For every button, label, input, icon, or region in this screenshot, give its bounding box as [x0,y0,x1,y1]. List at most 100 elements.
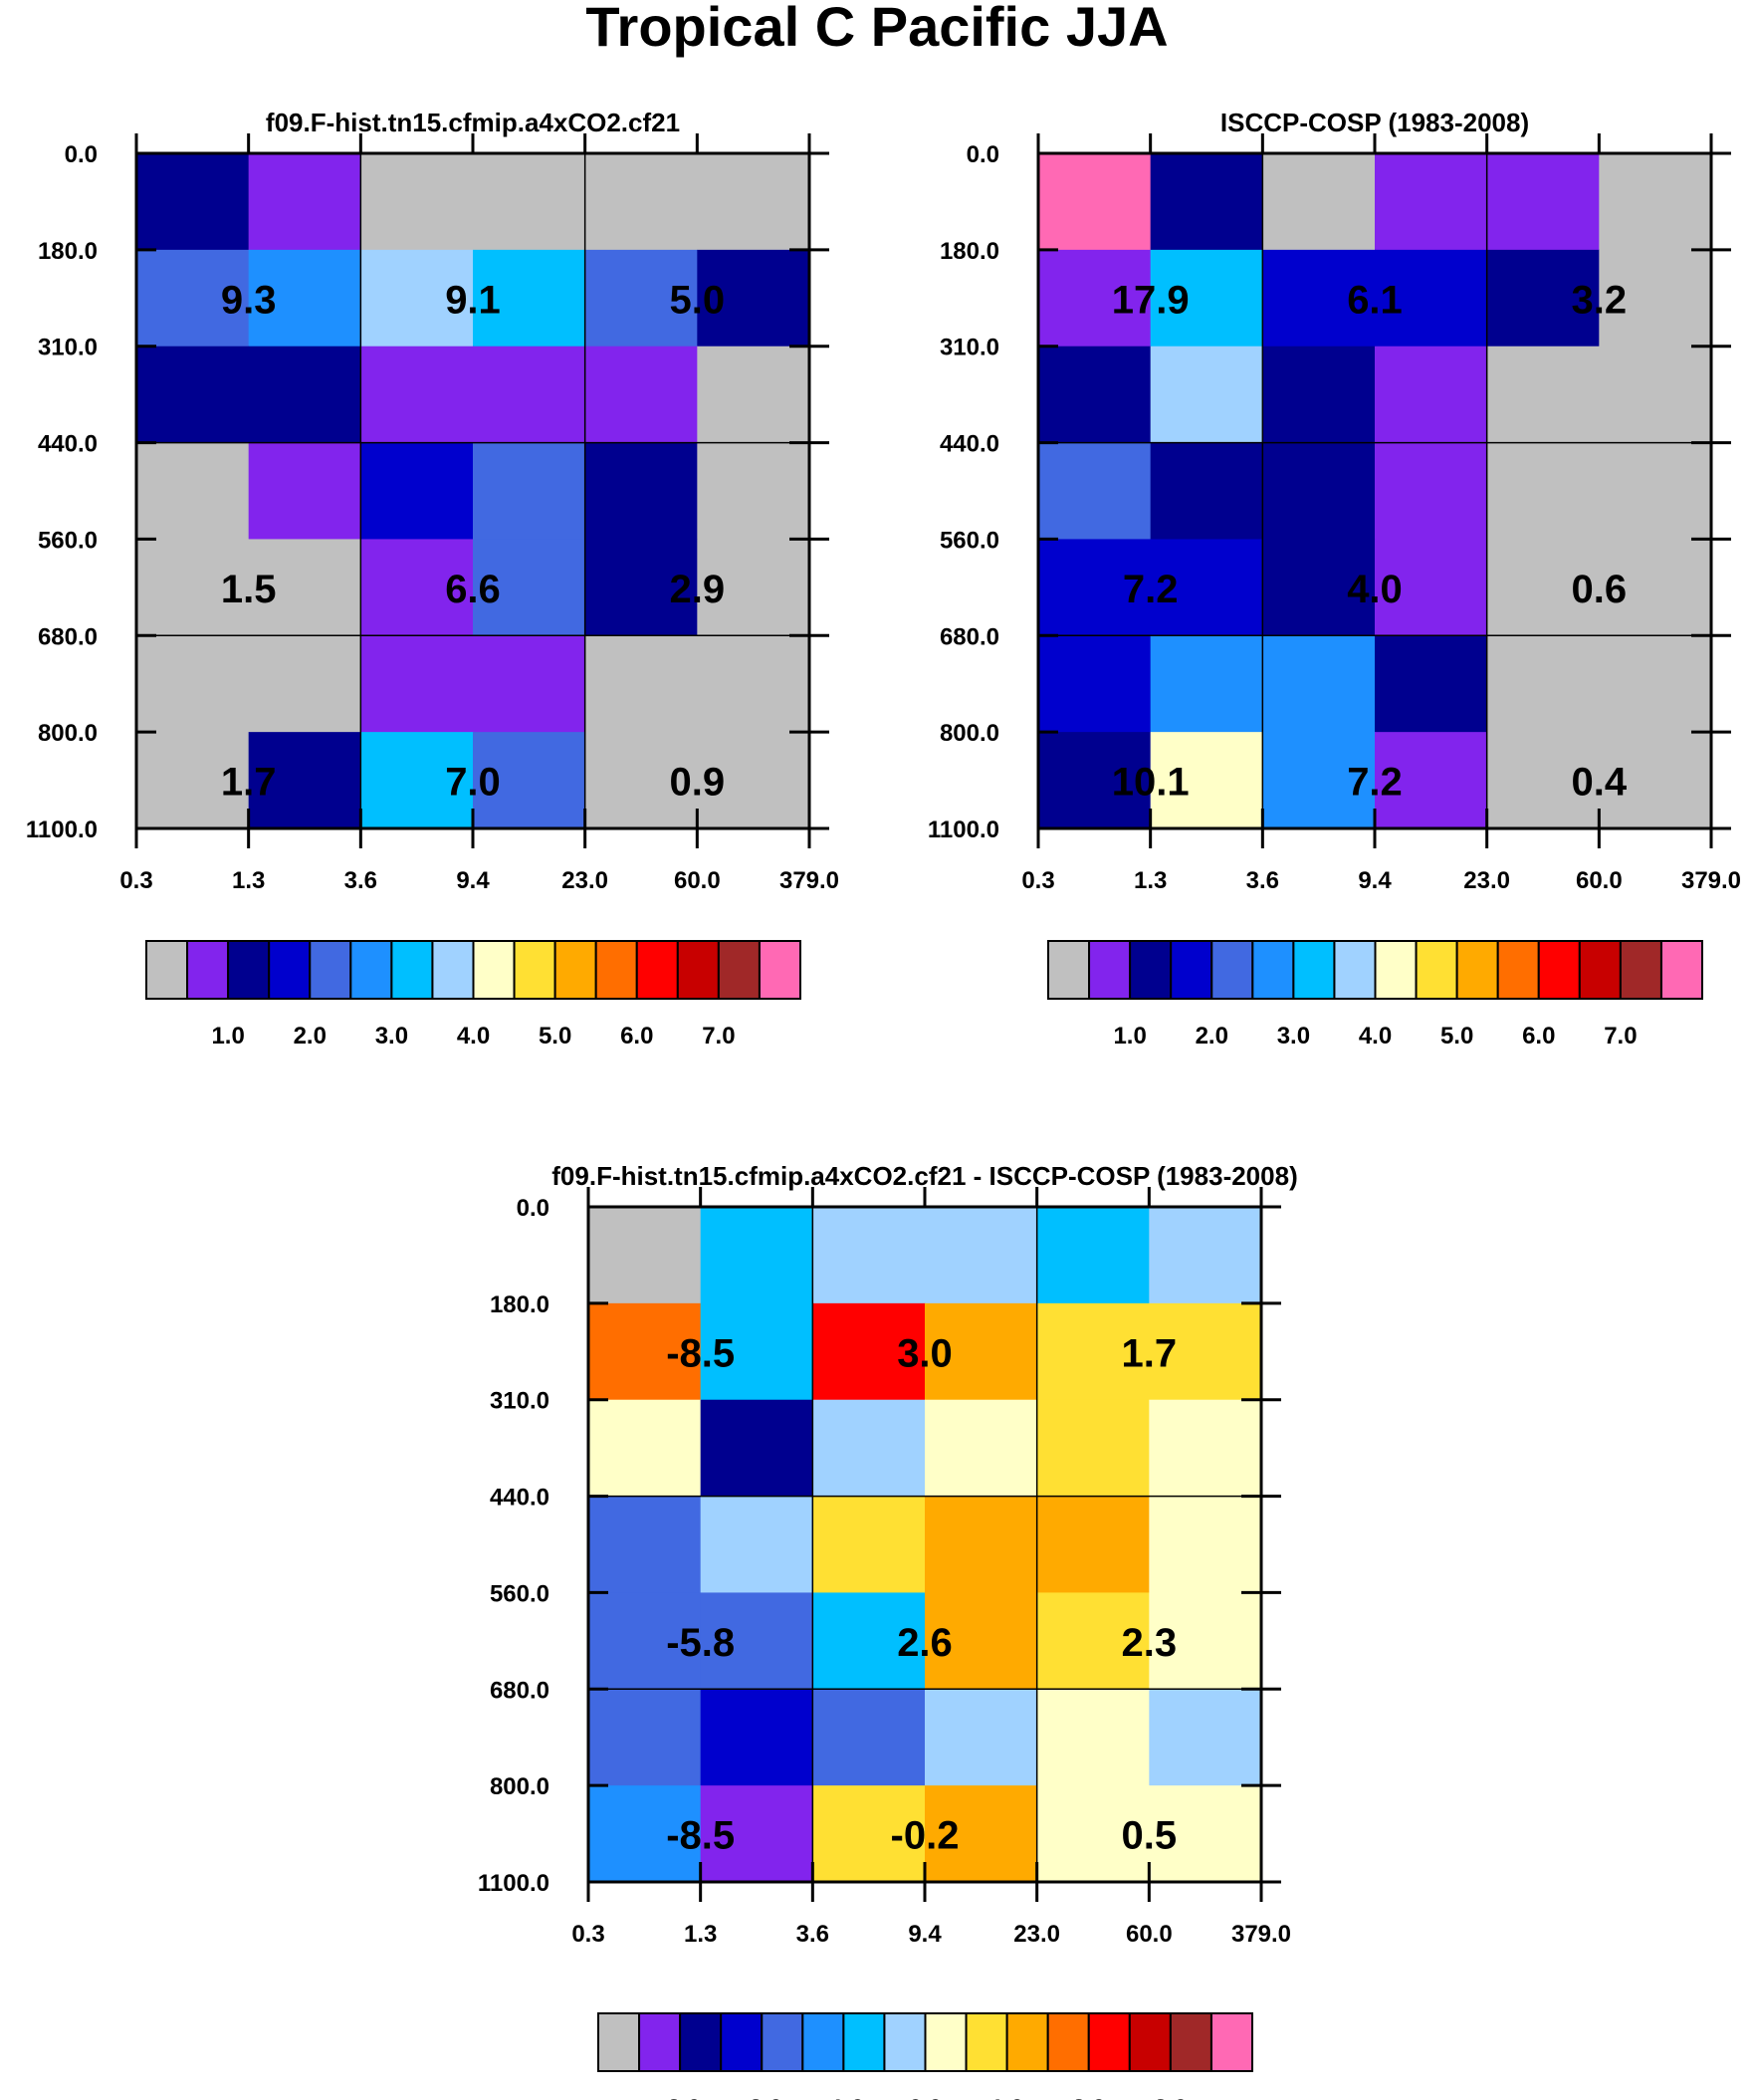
heatmap-cell [812,1785,926,1883]
heatmap-cell [925,1207,1038,1304]
heatmap-cell [588,1592,702,1690]
colorbar-box [309,940,352,1000]
heatmap-cell [925,1496,1038,1594]
group-sum-label: 4.0 [1347,568,1403,611]
y-tick-label: 800.0 [490,1773,549,1800]
colorbar-box [635,940,679,1000]
heatmap-cell [1486,442,1600,541]
heatmap-cell [588,1302,702,1401]
colorbar-box [1210,940,1254,1000]
colorbar-box [1046,2012,1090,2072]
y-tick-label: 0.0 [65,141,98,168]
colorbar-box [1047,940,1091,1000]
heatmap-cell [1149,1496,1262,1594]
group-sum-label: 0.6 [1572,568,1628,611]
group-sum-label: 3.2 [1572,278,1628,322]
colorbar-box [1455,940,1499,1000]
colorbar-box [513,940,556,1000]
heatmap-cell [1262,732,1376,829]
colorbar-box [1537,940,1581,1000]
colorbar-label: 0.0 [909,2095,942,2100]
heatmap-cell [1150,442,1263,541]
y-tick-label: 1100.0 [26,817,98,843]
heatmap-cell [1486,153,1600,251]
group-sum-label: 0.9 [670,761,726,805]
heatmap-cell [588,1207,702,1304]
colorbar-box [472,940,516,1000]
heatmap-cell [588,1399,702,1498]
colorbar-box [1170,940,1213,1000]
heatmap-cell [588,1689,702,1786]
y-tick-label: 440.0 [490,1485,549,1512]
colorbar-box [1333,940,1377,1000]
colorbar-box [431,940,475,1000]
colorbar-label: 6.0 [620,1023,653,1050]
group-sum-label: 5.0 [670,278,726,322]
heatmap-cell [1262,346,1376,444]
heatmap-cell [248,346,361,444]
heatmap-cell [248,732,361,829]
colorbar-label: 1.0 [1113,1023,1146,1050]
heatmap-cell [360,442,474,541]
panel-3: f09.F-hist.tn15.cfmip.a4xCO2.cf21 - ISCC… [478,1161,1298,2100]
x-tick-label: 0.3 [119,867,152,894]
panel-title: f09.F-hist.tn15.cfmip.a4xCO2.cf21 [266,108,680,137]
panel-2: ISCCP-COSP (1983-2008) 0.0 180.0 310.0 440.0… [928,108,1741,1050]
heatmap-cell [1036,1399,1150,1498]
heatmap-cell [473,442,586,541]
colorbar-box [1374,940,1418,1000]
x-tick-label: 379.0 [1231,1921,1291,1948]
heatmap-cell [1262,153,1376,251]
heatmap-cell [1599,346,1712,444]
panel-1: f09.F-hist.tn15.cfmip.a4xCO2.cf21 0.0 180.… [26,108,839,1050]
x-tick-label: 3.6 [796,1921,829,1948]
x-tick-label: 23.0 [1013,1921,1060,1948]
group-sum-label: 1.7 [1122,1331,1178,1375]
heatmap-cell [812,1399,926,1498]
x-tick-label: 60.0 [674,867,721,894]
heatmap-cell [248,249,361,348]
heatmap-cell [1149,1689,1262,1786]
group-sum-label: 2.6 [897,1621,953,1665]
colorbar-box [1619,940,1662,1000]
colorbar-box [1129,940,1173,1000]
heatmap-cell [1036,1785,1150,1883]
heatmap-cell [1150,635,1263,733]
heatmap-cell [248,153,361,251]
heatmap-cell [136,249,250,348]
heatmap-cell [812,1207,926,1304]
group-sum-label: 2.3 [1122,1621,1178,1665]
heatmap-cell [1375,346,1488,444]
group-sum-label: 3.0 [897,1331,953,1375]
y-tick-label: 800.0 [38,720,98,747]
heatmap-cell [1375,442,1488,541]
x-tick-label: 379.0 [1681,867,1741,894]
y-tick-label: 310.0 [490,1388,549,1415]
group-sum-label: 6.1 [1347,278,1403,322]
y-tick-label: 560.0 [940,527,999,554]
heatmap-cell [1036,1689,1150,1786]
heatmap-cell [1038,346,1152,444]
x-tick-label: 9.4 [456,867,490,894]
heatmap-cell [360,635,474,733]
y-tick-label: 560.0 [38,527,98,554]
x-tick-label: 60.0 [1576,867,1623,894]
colorbar-label: 3.0 [1277,1023,1310,1050]
heatmap-cell [700,1785,813,1883]
heatmap-cell [473,635,586,733]
heatmap-cell [700,1207,813,1304]
heatmap-cell [1599,539,1712,636]
y-tick-label: 680.0 [490,1677,549,1704]
colorbar-box [924,2012,968,2072]
colorbar-box [761,2012,804,2072]
heatmap-cell [1486,249,1600,348]
colorbar-box [553,940,597,1000]
colorbar-box [801,2012,845,2072]
heatmap-cell [584,442,698,541]
heatmap-cell [925,1302,1038,1401]
colorbar-box [145,940,189,1000]
heatmap-cell [473,249,586,348]
heatmap-cell [697,635,810,733]
colorbar-box [883,2012,927,2072]
heatmap-cell [1262,539,1376,636]
